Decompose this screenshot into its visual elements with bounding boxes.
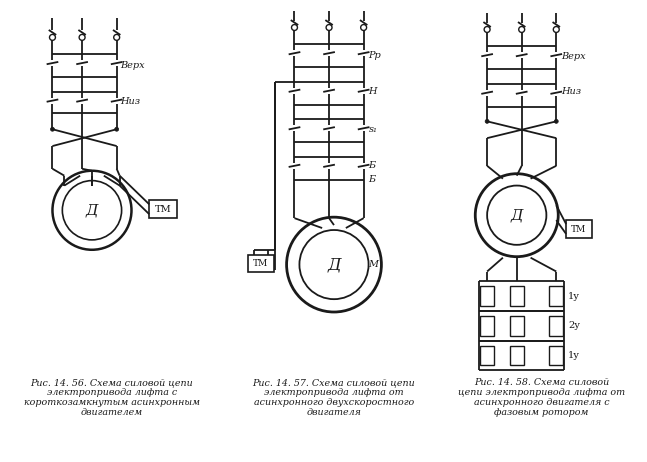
Text: Рис. 14. 57. Схема силовой цепи: Рис. 14. 57. Схема силовой цепи (252, 378, 415, 387)
Bar (549, 316, 563, 336)
Text: Н: Н (369, 87, 377, 96)
Text: Низ: Низ (561, 87, 581, 96)
Circle shape (553, 26, 559, 32)
Text: Д: Д (510, 208, 523, 222)
Bar (248, 255, 274, 273)
Circle shape (485, 119, 489, 123)
Circle shape (487, 186, 546, 245)
Text: Б: Б (369, 161, 376, 170)
Text: Верх: Верх (561, 52, 586, 61)
Text: Д: Д (327, 256, 341, 273)
Bar (480, 346, 494, 365)
Circle shape (360, 24, 367, 30)
Circle shape (292, 24, 298, 30)
Text: Б: Б (369, 175, 376, 184)
Text: Рр: Рр (369, 51, 381, 60)
Text: электропривода лифта с: электропривода лифта с (47, 388, 177, 397)
Bar (480, 316, 494, 336)
Text: электропривода лифта от: электропривода лифта от (264, 388, 404, 397)
Circle shape (554, 119, 558, 123)
Circle shape (300, 230, 369, 299)
Text: Рис. 14. 58. Схема силовой: Рис. 14. 58. Схема силовой (474, 378, 609, 387)
Circle shape (476, 174, 558, 257)
Circle shape (79, 35, 85, 40)
Circle shape (50, 35, 56, 40)
Text: 1у: 1у (568, 351, 580, 360)
Text: ТМ: ТМ (155, 205, 171, 214)
Circle shape (484, 26, 490, 32)
Text: Низ: Низ (120, 97, 141, 106)
Text: Д: Д (86, 203, 98, 217)
Circle shape (52, 171, 131, 250)
Bar (549, 346, 563, 365)
Bar (149, 201, 177, 218)
Circle shape (519, 26, 525, 32)
Circle shape (287, 217, 382, 312)
Text: Рис. 14. 56. Схема силовой цепи: Рис. 14. 56. Схема силовой цепи (30, 378, 193, 387)
Text: 1у: 1у (568, 292, 580, 301)
Bar (549, 286, 563, 306)
Bar (480, 286, 494, 306)
Circle shape (114, 35, 120, 40)
Text: двигателем: двигателем (81, 408, 143, 417)
Text: цепи электропривода лифта от: цепи электропривода лифта от (458, 388, 625, 397)
Text: асинхронного двигателя с: асинхронного двигателя с (474, 398, 609, 407)
Circle shape (115, 127, 118, 131)
Text: короткозамкнутым асинхронным: короткозамкнутым асинхронным (24, 398, 200, 407)
Bar (510, 286, 523, 306)
Circle shape (62, 181, 122, 240)
Text: ТМ: ТМ (571, 225, 587, 233)
Text: асинхронного двухскоростного: асинхронного двухскоростного (254, 398, 414, 407)
Text: двигателя: двигателя (307, 408, 362, 417)
Circle shape (50, 127, 54, 131)
Text: М: М (369, 260, 378, 269)
Bar (566, 220, 592, 238)
Circle shape (326, 24, 332, 30)
Bar (510, 346, 523, 365)
Text: фазовым ротором: фазовым ротором (494, 408, 589, 417)
Bar (510, 316, 523, 336)
Text: s₁: s₁ (369, 125, 377, 134)
Text: Верх: Верх (120, 61, 145, 70)
Text: 2у: 2у (568, 322, 580, 330)
Text: ТМ: ТМ (253, 259, 269, 268)
